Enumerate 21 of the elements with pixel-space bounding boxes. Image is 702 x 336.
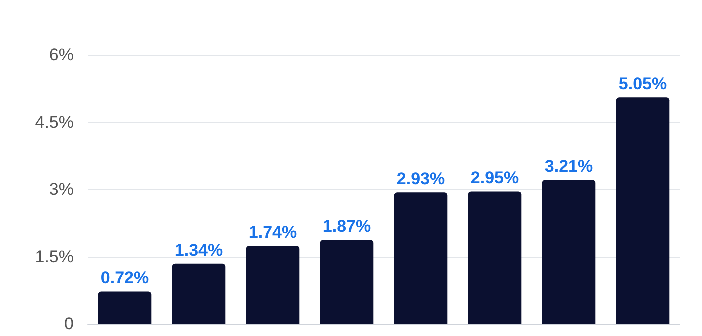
data-label: 1.34% [174,240,224,260]
bar [542,180,596,324]
data-label: 2.95% [470,168,520,188]
bar [468,192,522,324]
bar [246,246,300,324]
bar [616,98,670,324]
y-tick-label: 3% [49,180,74,199]
bar [320,240,374,324]
bar [172,264,226,324]
data-label: 0.72% [100,268,150,288]
y-tick-label: 6% [49,46,74,64]
data-label: 5.05% [618,74,668,94]
data-label: 1.87% [322,217,372,236]
y-tick-label: 1.5% [35,247,74,266]
data-label: 3.21% [544,157,594,176]
bar [98,292,152,324]
data-label: 1.74% [248,222,298,242]
y-tick-label: 0 [64,314,74,334]
y-tick-label: 4.5% [35,112,74,132]
bar [394,192,448,324]
data-label: 2.93% [396,170,446,189]
